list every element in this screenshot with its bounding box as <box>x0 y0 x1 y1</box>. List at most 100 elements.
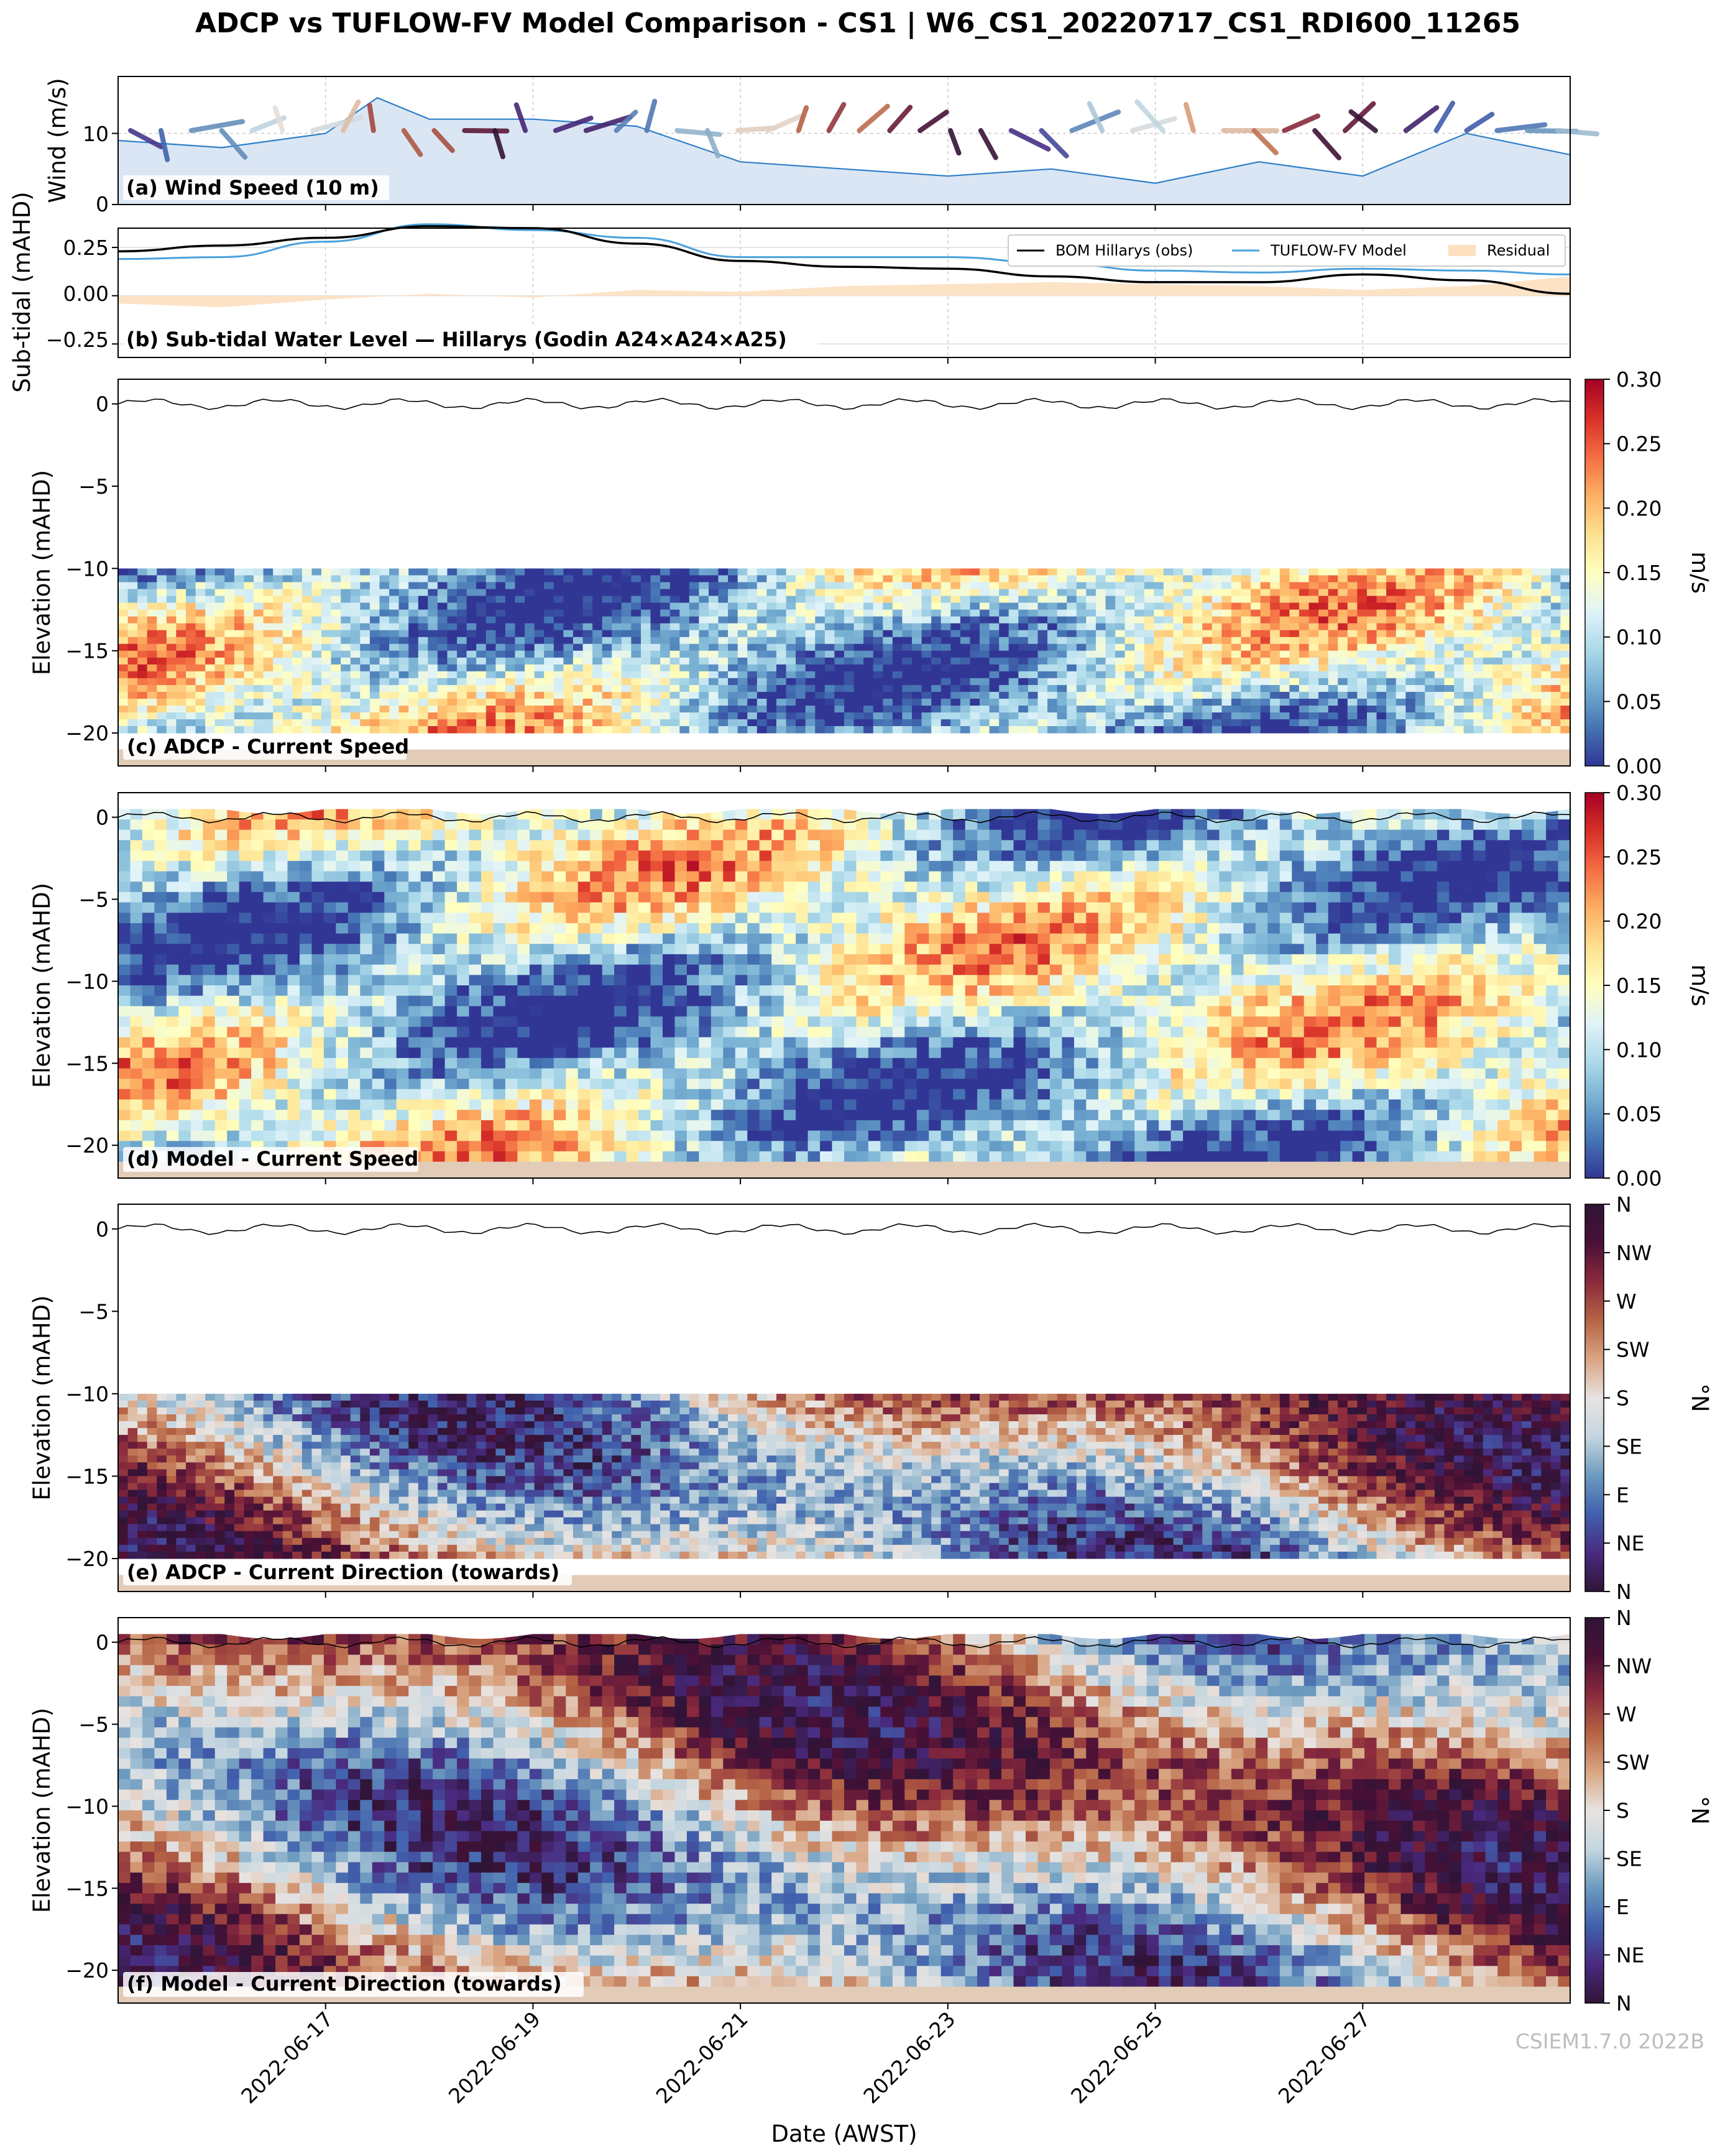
heat-cell <box>728 698 738 706</box>
heat-cell <box>323 840 336 851</box>
heat-cell <box>970 575 980 583</box>
heat-cell <box>940 643 951 652</box>
heat-cell <box>287 1048 300 1059</box>
heat-cell <box>227 933 240 944</box>
heat-cell <box>118 575 129 583</box>
heat-cell <box>669 719 680 727</box>
heat-cell <box>592 691 603 699</box>
heat-cell <box>1202 623 1213 631</box>
heat-cell <box>254 671 264 679</box>
heat-cell <box>1444 582 1455 589</box>
heat-cell <box>853 609 864 617</box>
heat-cell <box>372 1068 385 1079</box>
heat-cell <box>582 623 593 631</box>
heat-cell <box>940 582 951 589</box>
heat-cell <box>282 637 293 645</box>
heat-cell <box>457 671 467 679</box>
heat-cell <box>553 944 566 955</box>
heat-cell <box>447 643 457 652</box>
heat-cell <box>650 643 661 652</box>
heat-cell <box>1405 671 1416 679</box>
heat-cell <box>1124 719 1135 727</box>
heat-cell <box>844 609 855 617</box>
heat-cell <box>147 706 157 713</box>
heat-cell <box>1492 596 1503 604</box>
heat-cell <box>214 1110 228 1121</box>
heat-cell <box>529 954 542 965</box>
heat-cell <box>481 1151 494 1163</box>
heat-cell <box>824 637 835 645</box>
heat-cell <box>709 684 719 693</box>
heat-cell <box>1047 719 1058 727</box>
heat-cell <box>873 637 883 645</box>
heat-cell <box>493 860 506 872</box>
heat-cell <box>737 706 748 713</box>
heat-cell <box>1299 602 1310 610</box>
heat-cell <box>408 1099 421 1110</box>
heat-cell <box>469 964 482 975</box>
heat-cell <box>1067 589 1077 597</box>
heat-cell <box>214 1026 228 1038</box>
heat-cell <box>234 657 245 665</box>
heat-cell <box>495 643 506 652</box>
heat-cell <box>650 623 661 631</box>
heat-cell <box>398 698 409 706</box>
heat-cell <box>1008 630 1019 638</box>
heat-cell <box>602 616 612 624</box>
heat-cell <box>718 589 729 597</box>
heat-cell <box>1483 637 1493 645</box>
heat-cell <box>1270 582 1281 589</box>
heat-cell <box>883 657 893 665</box>
heat-cell <box>433 1048 446 1059</box>
heat-cell <box>931 664 942 672</box>
heat-cell <box>989 678 1000 686</box>
heat-cell <box>612 568 622 576</box>
heat-cell <box>360 650 370 658</box>
heat-cell <box>1454 719 1464 727</box>
heat-cell <box>214 630 225 638</box>
heat-cell <box>127 719 138 727</box>
heat-cell <box>1425 678 1435 686</box>
heat-cell <box>372 829 385 841</box>
heat-cell <box>1270 671 1281 679</box>
heat-cell <box>1067 637 1077 645</box>
heat-cell <box>1541 671 1552 679</box>
heat-cell <box>621 719 632 727</box>
heat-cell <box>689 609 699 617</box>
heat-cell <box>447 678 457 686</box>
heat-cell <box>1008 650 1019 658</box>
heat-cell <box>137 575 148 583</box>
heat-cell <box>853 684 864 693</box>
heat-cell <box>1067 582 1077 589</box>
heat-cell <box>130 871 143 882</box>
heat-cell <box>776 678 787 686</box>
heat-cell <box>1086 678 1097 686</box>
heat-cell <box>300 860 313 872</box>
heat-cell <box>154 944 167 955</box>
heat-cell <box>1541 684 1552 693</box>
heat-cell <box>1454 609 1464 617</box>
heat-cell <box>582 691 593 699</box>
heat-cell <box>718 575 729 583</box>
heat-cell <box>360 985 373 997</box>
heat-cell <box>1095 575 1106 583</box>
heat-cell <box>311 944 324 955</box>
heat-cell <box>1279 616 1290 624</box>
heat-cell <box>669 691 680 699</box>
heat-cell <box>444 850 457 862</box>
heat-cell <box>912 596 922 604</box>
heat-cell <box>372 975 385 986</box>
heat-cell <box>372 1079 385 1090</box>
heat-cell <box>203 1026 216 1038</box>
heat-cell <box>1076 602 1087 610</box>
heat-cell <box>1241 678 1251 686</box>
heat-cell <box>1183 657 1193 665</box>
heat-cell <box>481 1141 494 1152</box>
heat-cell <box>786 602 796 610</box>
heat-cell <box>1541 589 1552 597</box>
heat-cell <box>336 1057 349 1069</box>
heat-cell <box>239 1016 252 1028</box>
heat-cell <box>495 609 506 617</box>
heat-cell <box>251 1057 264 1069</box>
heat-cell <box>970 678 980 686</box>
